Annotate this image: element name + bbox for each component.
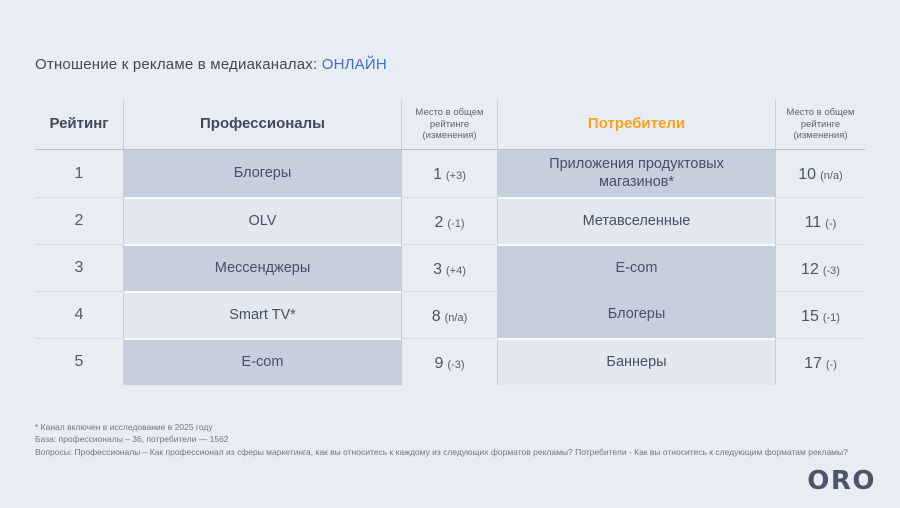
header-place-professionals: Место в общем рейтинге (изменения) — [401, 100, 497, 150]
place-number: 12 — [801, 261, 819, 278]
consumer-channel-cell: E-com — [497, 244, 775, 291]
place-number: 11 — [804, 214, 822, 231]
footnote-base: База: профессионалы – 36, потребители — … — [35, 434, 229, 445]
professional-place-cell: 9 (-3) — [401, 338, 497, 385]
header-professionals: Профессионалы — [123, 100, 401, 150]
place-change: (-3) — [447, 359, 465, 371]
place-change: (n/a) — [820, 170, 843, 182]
consumer-place-cell: 17 (-) — [775, 338, 865, 385]
professional-channel-cell: Блогеры — [123, 150, 401, 197]
rank-cell: 1 — [74, 164, 84, 182]
consumer-channel-cell: Метавселенные — [497, 197, 775, 244]
place-number: 8 — [431, 308, 441, 325]
place-number: 1 — [433, 166, 443, 183]
place-number: 17 — [804, 355, 822, 372]
footnotes: * Канал включен в исследование в 2025 го… — [35, 421, 848, 458]
professional-place-cell: 1 (+3) — [401, 150, 497, 197]
professional-place-cell: 2 (-1) — [401, 197, 497, 244]
ranking-table: Рейтинг Профессионалы Место в общем рейт… — [35, 100, 865, 385]
header-rating: Рейтинг — [35, 100, 123, 150]
professional-channel-cell: Мессенджеры — [123, 244, 401, 291]
place-change: (-1) — [447, 218, 465, 230]
place-change: (-) — [825, 218, 837, 230]
professional-place-cell: 3 (+4) — [401, 244, 497, 291]
place-change: (+4) — [446, 265, 466, 277]
header-consumers: Потребители — [497, 100, 775, 150]
consumer-place-cell: 10 (n/a) — [775, 150, 865, 197]
oro-logo: ORO — [807, 466, 876, 496]
professional-channel-cell: Smart TV* — [123, 291, 401, 338]
place-number: 9 — [434, 355, 444, 372]
place-change: (-1) — [822, 312, 840, 324]
place-change: (-3) — [822, 265, 840, 277]
footnote-questions: Вопросы: Профессионалы – Как профессиона… — [35, 446, 848, 457]
place-number: 3 — [433, 261, 443, 278]
rank-cell: 3 — [35, 244, 123, 291]
page-title-highlight: ОНЛАЙН — [321, 56, 387, 73]
professional-place-cell: 8 (n/a) — [401, 291, 497, 338]
place-number: 10 — [798, 166, 817, 183]
place-change: (n/a) — [444, 312, 468, 324]
consumer-channel-cell: Приложения продуктовых магазинов* — [497, 150, 775, 197]
rank-cell: 5 — [35, 338, 123, 385]
place-change: (+3) — [446, 170, 466, 182]
consumer-place-cell: 15 (-1) — [775, 291, 865, 338]
place-number: 15 — [801, 308, 819, 325]
page-title-text: Отношение к рекламе в медиаканалах: — [35, 56, 322, 73]
consumer-place-cell: 11 (-) — [775, 197, 865, 244]
page-title: Отношение к рекламе в медиаканалах: ОНЛА… — [35, 56, 387, 73]
consumer-place-cell: 12 (-3) — [775, 244, 865, 291]
rank-cell: 4 — [35, 291, 123, 338]
consumer-channel-cell: Блогеры — [497, 291, 775, 338]
professional-channel-cell: E-com — [123, 338, 401, 385]
rank-cell: 2 — [35, 197, 123, 244]
place-number: 2 — [434, 214, 444, 231]
consumer-channel-cell: Баннеры — [497, 338, 775, 385]
footnote-asterisk: * Канал включен в исследование в 2025 го… — [35, 422, 213, 432]
place-change: (-) — [825, 359, 837, 371]
header-place-consumers: Место в общем рейтинге (изменения) — [775, 100, 865, 150]
professional-channel-cell: OLV — [123, 197, 401, 244]
